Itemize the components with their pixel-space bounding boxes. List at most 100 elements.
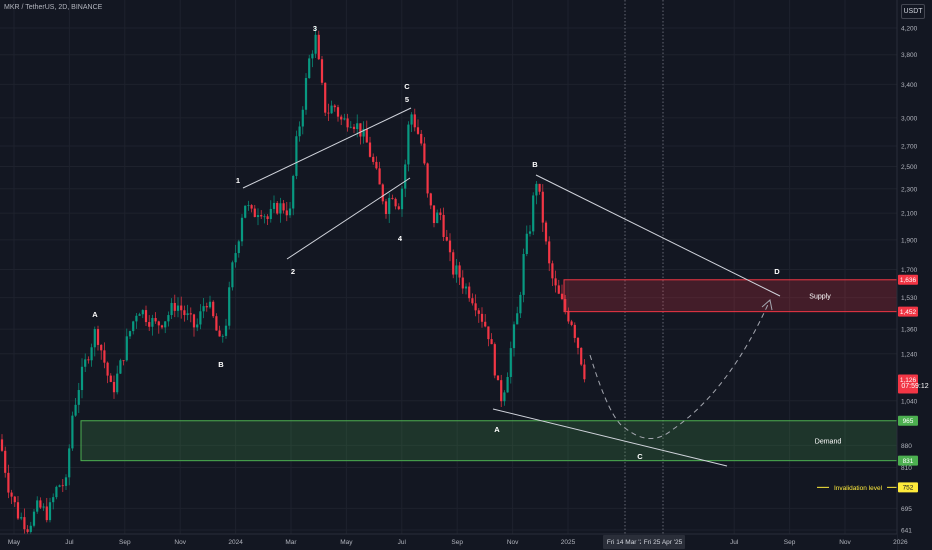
candle-body bbox=[522, 254, 525, 295]
candle-body bbox=[154, 318, 157, 322]
candle-body bbox=[202, 306, 205, 312]
candle-body bbox=[253, 208, 256, 218]
candle-body bbox=[343, 118, 346, 120]
candle-body bbox=[426, 163, 429, 194]
candle-body bbox=[4, 450, 7, 473]
wave-label-c-projected: C bbox=[637, 452, 643, 461]
candle-body bbox=[237, 241, 240, 254]
projected-path bbox=[589, 299, 771, 439]
candle-body bbox=[141, 310, 144, 315]
candle-body bbox=[48, 502, 52, 521]
candle-body bbox=[109, 375, 112, 382]
candle-body bbox=[356, 123, 359, 130]
candle-body bbox=[423, 143, 426, 164]
zones: Supply Demand Invalidation level bbox=[80, 279, 898, 492]
currency-selector[interactable]: USDT bbox=[901, 4, 925, 19]
candle-body bbox=[375, 161, 378, 169]
candle-body bbox=[445, 236, 448, 241]
time-axis-panel bbox=[0, 534, 897, 550]
candle-body bbox=[183, 310, 186, 316]
candle-body bbox=[196, 324, 199, 328]
price-tick-label: 1,240 bbox=[901, 351, 918, 358]
price-tick-label: 2,500 bbox=[901, 164, 918, 171]
time-tick-label: Nov bbox=[507, 539, 519, 546]
candle-body bbox=[93, 329, 96, 348]
candle-body bbox=[119, 360, 122, 374]
trendlines bbox=[242, 107, 781, 467]
candle-body bbox=[276, 202, 279, 214]
candle-body bbox=[413, 114, 416, 128]
candle-body bbox=[234, 253, 237, 263]
candle-body bbox=[535, 183, 538, 196]
candle-body bbox=[317, 34, 320, 60]
wave-label-b-second: B bbox=[532, 160, 538, 169]
candle-body bbox=[349, 126, 352, 128]
candle-body bbox=[381, 184, 384, 202]
time-marker-badge bbox=[603, 535, 647, 549]
candle-body bbox=[388, 197, 391, 215]
candle-body bbox=[516, 313, 519, 325]
candle-body bbox=[487, 326, 490, 340]
candle-body bbox=[439, 212, 442, 215]
time-tick-label: Jul bbox=[730, 539, 739, 546]
candle-body bbox=[564, 299, 567, 311]
resistance-line bbox=[535, 174, 781, 297]
candle-body bbox=[285, 210, 288, 216]
candle-body bbox=[212, 301, 215, 317]
candle-body bbox=[455, 265, 458, 275]
price-tick-label: 2,100 bbox=[901, 211, 918, 218]
candle-body bbox=[87, 359, 90, 361]
candle-body bbox=[548, 241, 551, 264]
candle-body bbox=[199, 311, 202, 325]
candle-body bbox=[103, 350, 106, 363]
candle-body bbox=[442, 214, 445, 237]
candle-body bbox=[58, 485, 61, 487]
candle-body bbox=[32, 511, 36, 526]
candle-body bbox=[580, 347, 583, 365]
candle-body bbox=[96, 329, 100, 345]
price-tick-label: 2,700 bbox=[901, 143, 918, 150]
candle-body bbox=[420, 133, 423, 144]
candle-body bbox=[500, 380, 503, 402]
candle-body bbox=[352, 126, 356, 130]
candle-body bbox=[205, 306, 208, 308]
price-tick-label: 3,400 bbox=[901, 82, 918, 89]
price-tick-label: 1,530 bbox=[901, 295, 918, 302]
candle-body bbox=[125, 336, 128, 361]
price-tick-label: 1,900 bbox=[901, 237, 918, 244]
candle-body bbox=[551, 263, 554, 279]
time-tick-label: Sep bbox=[119, 539, 131, 546]
candle-body bbox=[29, 525, 32, 532]
candle-body bbox=[260, 215, 263, 217]
price-badge-label: 831 bbox=[903, 458, 914, 465]
candle-body bbox=[477, 310, 480, 314]
time-tick-label: Nov bbox=[174, 539, 186, 546]
candle-body bbox=[228, 287, 231, 326]
candle-body bbox=[55, 486, 58, 498]
candle-body bbox=[157, 321, 160, 326]
candle-body bbox=[461, 277, 464, 289]
candle-body bbox=[292, 175, 295, 209]
candle-body bbox=[458, 265, 461, 278]
candle-body bbox=[429, 193, 432, 206]
candle-body bbox=[68, 448, 71, 478]
candle-body bbox=[176, 305, 180, 311]
price-badge-label: 1,636 bbox=[900, 277, 917, 284]
candle-body bbox=[503, 392, 506, 402]
price-tick-label: 4,200 bbox=[901, 26, 918, 33]
candle-body bbox=[298, 126, 301, 137]
candle-body bbox=[538, 183, 541, 192]
candle-body bbox=[496, 375, 500, 381]
candle-body bbox=[215, 316, 218, 331]
candle-body bbox=[404, 164, 407, 189]
candle-body bbox=[304, 78, 308, 110]
candle-body bbox=[80, 366, 84, 391]
candle-body bbox=[231, 262, 234, 288]
candle-body bbox=[186, 313, 189, 316]
price-badge bbox=[898, 482, 918, 493]
price-tick-label: 2,300 bbox=[901, 186, 918, 193]
time-tick-label: Nov bbox=[839, 539, 851, 546]
candle-body bbox=[148, 322, 151, 327]
